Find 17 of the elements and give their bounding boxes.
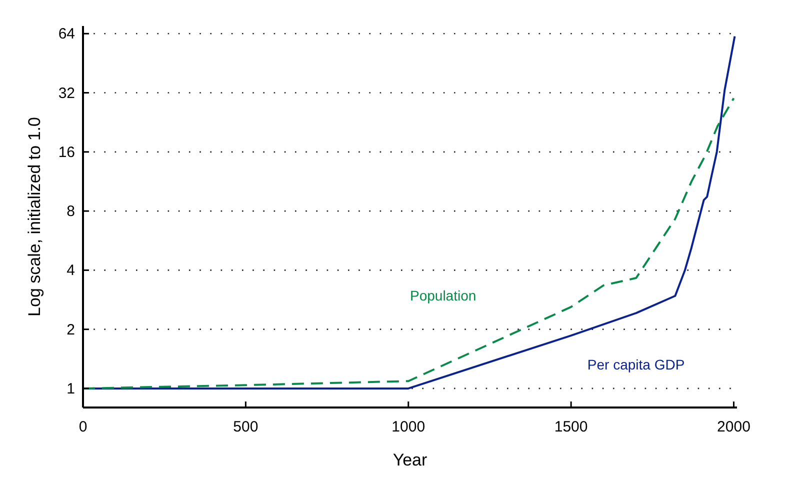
x-tick-label: 1000 xyxy=(392,418,426,436)
y-tick-label: 4 xyxy=(66,262,75,280)
y-tick-label: 32 xyxy=(58,84,75,102)
y-tick-label: 64 xyxy=(58,26,75,43)
x-tick-label: 0 xyxy=(78,418,88,436)
y-axis-title: Log scale, initialized to 1.0 xyxy=(25,117,44,316)
text: Population xyxy=(410,288,476,304)
y-tick-label: 8 xyxy=(66,203,75,220)
line-series xyxy=(82,97,735,390)
x-tick-label: 500 xyxy=(233,418,258,436)
x-tick-label: 2000 xyxy=(717,418,750,436)
y-tick-label: 2 xyxy=(66,321,75,338)
x-axis-title: Year xyxy=(392,450,428,470)
y-tick-label: 16 xyxy=(58,144,75,161)
y-tick-label: 1 xyxy=(66,380,75,398)
x-tick-label: 1500 xyxy=(554,418,588,436)
series-label: Per capita GDP xyxy=(587,356,685,372)
